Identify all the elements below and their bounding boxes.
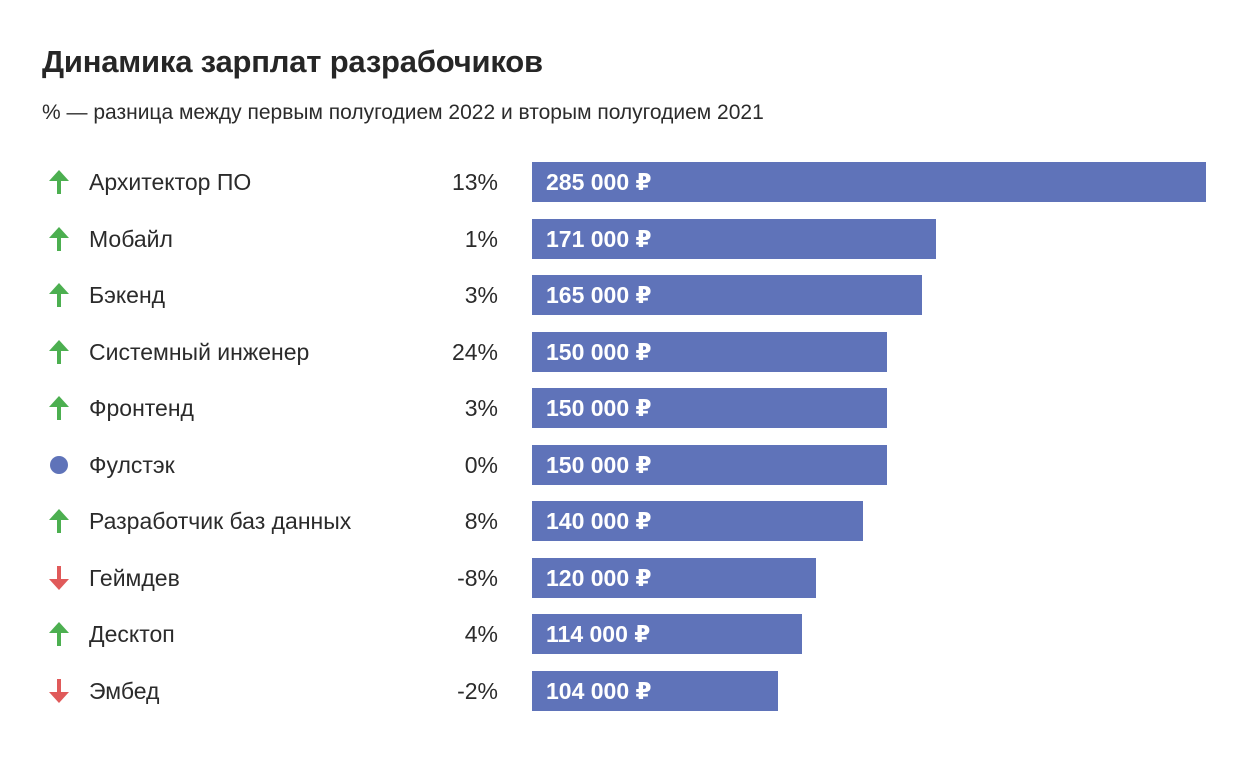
salary-value-label: 165 000 ₽ xyxy=(546,282,652,308)
salary-bar xyxy=(532,388,887,428)
chart-row: Бэкенд 3% 165 000 ₽ xyxy=(0,275,1246,315)
chart-row: Фулстэк 0% 150 000 ₽ xyxy=(0,444,1246,485)
chart-row: Системный инженер 24% 150 000 ₽ xyxy=(0,331,1246,372)
arrow-up-icon xyxy=(49,283,69,307)
category-label: Геймдев xyxy=(89,564,180,591)
chart-row: Фронтенд 3% 150 000 ₽ xyxy=(0,388,1246,428)
chart-row: Геймдев -8% 120 000 ₽ xyxy=(0,557,1246,598)
arrow-up-icon xyxy=(49,339,69,364)
salary-bar xyxy=(532,331,887,372)
salary-value-label: 285 000 ₽ xyxy=(546,169,652,195)
salary-value-label: 140 000 ₽ xyxy=(546,508,652,534)
chart-row: Десктоп 4% 114 000 ₽ xyxy=(0,614,1246,654)
change-percent-label: 1% xyxy=(464,225,498,252)
salary-value-label: 120 000 ₽ xyxy=(546,564,652,591)
change-percent-label: 24% xyxy=(451,338,498,365)
salary-bar xyxy=(532,218,936,259)
category-label: Бэкенд xyxy=(89,282,166,308)
change-percent-label: 8% xyxy=(464,508,498,534)
arrow-up-icon xyxy=(49,226,69,251)
category-label: Разработчик баз данных xyxy=(89,508,352,534)
arrow-up-icon xyxy=(49,622,69,646)
arrow-up-icon xyxy=(49,170,69,194)
salary-bar xyxy=(532,557,816,598)
change-percent-label: -8% xyxy=(457,564,498,591)
arrow-up-icon xyxy=(49,396,69,420)
category-label: Десктоп xyxy=(89,621,175,647)
category-label: Фулстэк xyxy=(89,451,175,478)
change-percent-label: 3% xyxy=(464,282,498,308)
dot-icon xyxy=(50,455,68,474)
salary-value-label: 150 000 ₽ xyxy=(546,338,652,365)
change-percent-label: 4% xyxy=(464,621,498,647)
category-label: Архитектор ПО xyxy=(89,169,252,195)
salary-bar xyxy=(532,614,802,654)
chart-subtitle: % — разница между первым полугодием 2022… xyxy=(42,101,764,124)
category-label: Мобайл xyxy=(89,225,173,252)
chart-title: Динамика зарплат разрабочиков xyxy=(42,44,543,79)
salary-bar xyxy=(532,444,887,485)
change-percent-label: 0% xyxy=(464,451,498,478)
arrow-up-icon xyxy=(49,509,69,533)
chart-row: Эмбед -2% 104 000 ₽ xyxy=(0,670,1246,711)
salary-value-label: 114 000 ₽ xyxy=(546,621,651,647)
chart-row: Мобайл 1% 171 000 ₽ xyxy=(0,218,1246,259)
arrow-down-icon xyxy=(49,565,69,590)
salary-value-label: 150 000 ₽ xyxy=(546,451,652,478)
change-percent-label: 13% xyxy=(451,169,498,195)
salary-bar xyxy=(532,162,1206,202)
arrow-down-icon xyxy=(49,678,69,703)
salary-value-label: 150 000 ₽ xyxy=(546,395,652,421)
salary-value-label: 171 000 ₽ xyxy=(546,225,652,252)
salary-value-label: 104 000 ₽ xyxy=(546,677,652,704)
salary-bar xyxy=(532,275,922,315)
chart-row: Архитектор ПО 13% 285 000 ₽ xyxy=(0,162,1246,202)
category-label: Эмбед xyxy=(89,677,160,704)
change-percent-label: 3% xyxy=(464,395,498,421)
category-label: Фронтенд xyxy=(89,395,194,421)
salary-bar xyxy=(532,501,863,541)
category-label: Системный инженер xyxy=(89,338,310,365)
change-percent-label: -2% xyxy=(457,677,498,704)
salary-bar xyxy=(532,670,778,711)
chart-row: Разработчик баз данных 8% 140 000 ₽ xyxy=(0,501,1246,541)
